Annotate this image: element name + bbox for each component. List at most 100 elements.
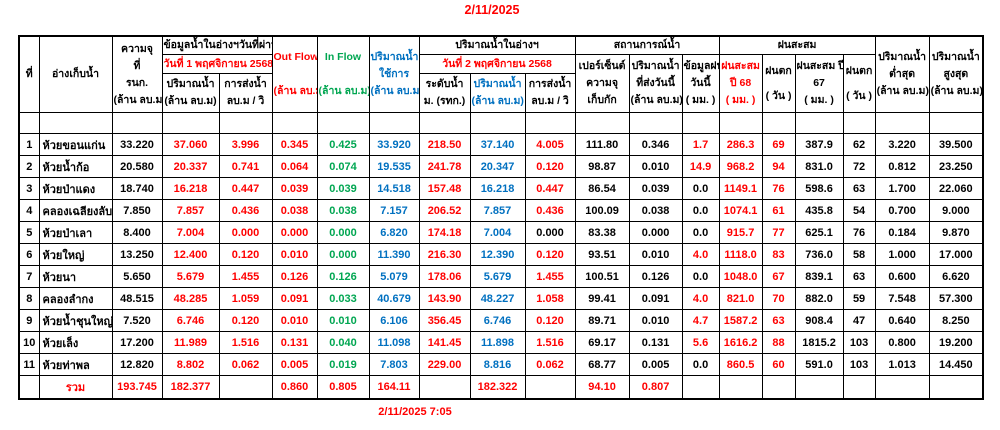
cell-usable-volume: 33.920: [368, 133, 420, 156]
cell-rain-days-67: 72: [842, 155, 876, 178]
cell-rain-accum-68: 286.3: [718, 133, 763, 156]
cell-inflow: 0.425: [316, 133, 370, 156]
cell-rain-today: 4.0: [681, 243, 720, 266]
cell-sent-today: 0.038: [628, 199, 683, 222]
cell-percent-capacity: 111.80: [574, 133, 630, 156]
report-date-title: 2/11/2025: [464, 3, 520, 17]
cell-rain-accum-68: 1074.1: [718, 199, 763, 222]
cell-water-level: 218.50: [418, 133, 471, 156]
cell-volume-today: 12.390: [469, 243, 526, 266]
cell-outflow: 0.039: [271, 177, 318, 200]
cell-rain-days-68: 60: [761, 353, 796, 376]
reservoir-name: ห้วยป่าเลา: [38, 221, 113, 244]
cell-sent-today: 0.126: [628, 265, 683, 288]
cell-rain-accum-68: 968.2: [718, 155, 763, 178]
cell-percent-capacity: 93.51: [574, 243, 630, 266]
cell-capacity: 7.850: [111, 199, 163, 222]
table-row: 2 ห้วยน้ำก้อ 20.580 20.337 0.741 0.064 0.074 19…: [18, 155, 984, 178]
spacer-cell: [928, 112, 984, 134]
total-cell-rain-today: [681, 375, 720, 399]
cell-sent-today: 0.010: [628, 155, 683, 178]
cell-rain-accum-67: 736.0: [794, 243, 844, 266]
reservoir-name: ห้วยป่าแดง: [38, 177, 113, 200]
cell-rain-today: 5.6: [681, 331, 720, 354]
cell-rain-days-68: 70: [761, 287, 796, 310]
cell-rain-today: 4.7: [681, 309, 720, 332]
cell-volume-prev: 7.004: [161, 221, 220, 244]
cell-outflow: 0.010: [271, 243, 318, 266]
col-header-discharge-prev: การส่งน้ำ ลบ.ม / วิ: [218, 73, 273, 113]
cell-water-level: 143.90: [418, 287, 471, 310]
table-row: 3 ห้วยป่าแดง 18.740 16.218 0.447 0.039 0.039 14…: [18, 177, 984, 200]
cell-volume-max: 23.250: [928, 155, 984, 178]
cell-inflow: 0.010: [316, 309, 370, 332]
row-number: [18, 375, 40, 399]
table-row: 4 คลองเฉลียงลับ 7.850 7.857 0.436 0.038 0.038 7…: [18, 199, 984, 222]
col-header-volume-max: ปริมาณน้ำ สูงสุด (ล้าน ลบ.ม): [928, 35, 984, 113]
cell-water-level: 174.18: [418, 221, 471, 244]
group-header-today: ปริมาณน้ำในอ่างฯ: [418, 35, 576, 55]
cell-discharge-prev: 1.455: [218, 265, 273, 288]
cell-volume-min: 0.700: [874, 199, 930, 222]
cell-discharge-today: 0.120: [524, 309, 576, 332]
cell-discharge-today: 0.120: [524, 243, 576, 266]
cell-rain-accum-67: 598.6: [794, 177, 844, 200]
cell-rain-today: 0.0: [681, 265, 720, 288]
table-row: 10 ห้วยเล็ง 17.200 11.989 1.516 0.131 0.040 11.…: [18, 331, 984, 354]
cell-water-level: 157.48: [418, 177, 471, 200]
cell-rain-days-67: 103: [842, 331, 876, 354]
cell-volume-today: 7.857: [469, 199, 526, 222]
spacer-cell: [681, 112, 720, 134]
cell-volume-today: 37.140: [469, 133, 526, 156]
cell-outflow: 0.126: [271, 265, 318, 288]
total-cell-discharge-today: [524, 375, 576, 399]
row-number: 3: [18, 177, 40, 200]
cell-inflow: 0.039: [316, 177, 370, 200]
col-header-no: ที่: [18, 35, 40, 113]
col-header-rain-accum-67: ฝนสะสม ปี 67( มม. ): [794, 54, 844, 113]
total-cell-discharge-prev: [218, 375, 273, 399]
cell-discharge-today: 4.005: [524, 133, 576, 156]
spacer-cell: [271, 112, 318, 134]
row-number: 11: [18, 353, 40, 376]
cell-usable-volume: 14.518: [368, 177, 420, 200]
cell-sent-today: 0.000: [628, 221, 683, 244]
group-header-rain-accum: ฝนสะสม: [718, 35, 876, 55]
cell-discharge-prev: 3.996: [218, 133, 273, 156]
cell-rain-accum-68: 1048.0: [718, 265, 763, 288]
reservoir-name: ห้วยใหญ่: [38, 243, 113, 266]
cell-volume-today: 6.746: [469, 309, 526, 332]
total-cell-percent-capacity: 94.10: [574, 375, 630, 399]
cell-rain-days-67: 62: [842, 133, 876, 156]
cell-percent-capacity: 100.09: [574, 199, 630, 222]
cell-water-level: 206.52: [418, 199, 471, 222]
cell-discharge-today: 0.062: [524, 353, 576, 376]
cell-rain-today: 4.0: [681, 287, 720, 310]
col-header-reservoir: อ่างเก็บน้ำ: [38, 35, 113, 113]
cell-rain-days-68: 76: [761, 177, 796, 200]
cell-discharge-prev: 0.062: [218, 353, 273, 376]
row-number: 10: [18, 331, 40, 354]
cell-rain-today: 1.7: [681, 133, 720, 156]
cell-sent-today: 0.091: [628, 287, 683, 310]
cell-inflow: 0.033: [316, 287, 370, 310]
cell-sent-today: 0.010: [628, 243, 683, 266]
cell-rain-days-67: 59: [842, 287, 876, 310]
cell-rain-accum-68: 1149.1: [718, 177, 763, 200]
total-cell-water-level: [418, 375, 471, 399]
cell-volume-min: 3.220: [874, 133, 930, 156]
cell-volume-max: 19.200: [928, 331, 984, 354]
col-header-volume-today: ปริมาณน้ำ (ล้าน ลบ.ม): [469, 73, 526, 113]
cell-water-level: 216.30: [418, 243, 471, 266]
cell-outflow: 0.000: [271, 221, 318, 244]
cell-capacity: 12.820: [111, 353, 163, 376]
cell-volume-min: 1.013: [874, 353, 930, 376]
cell-rain-days-67: 54: [842, 199, 876, 222]
cell-outflow: 0.131: [271, 331, 318, 354]
reservoir-name: คลองเฉลียงลับ: [38, 199, 113, 222]
cell-discharge-prev: 0.120: [218, 309, 273, 332]
spacer-cell: [874, 112, 930, 134]
cell-rain-accum-67: 435.8: [794, 199, 844, 222]
cell-percent-capacity: 89.71: [574, 309, 630, 332]
cell-rain-days-68: 63: [761, 309, 796, 332]
